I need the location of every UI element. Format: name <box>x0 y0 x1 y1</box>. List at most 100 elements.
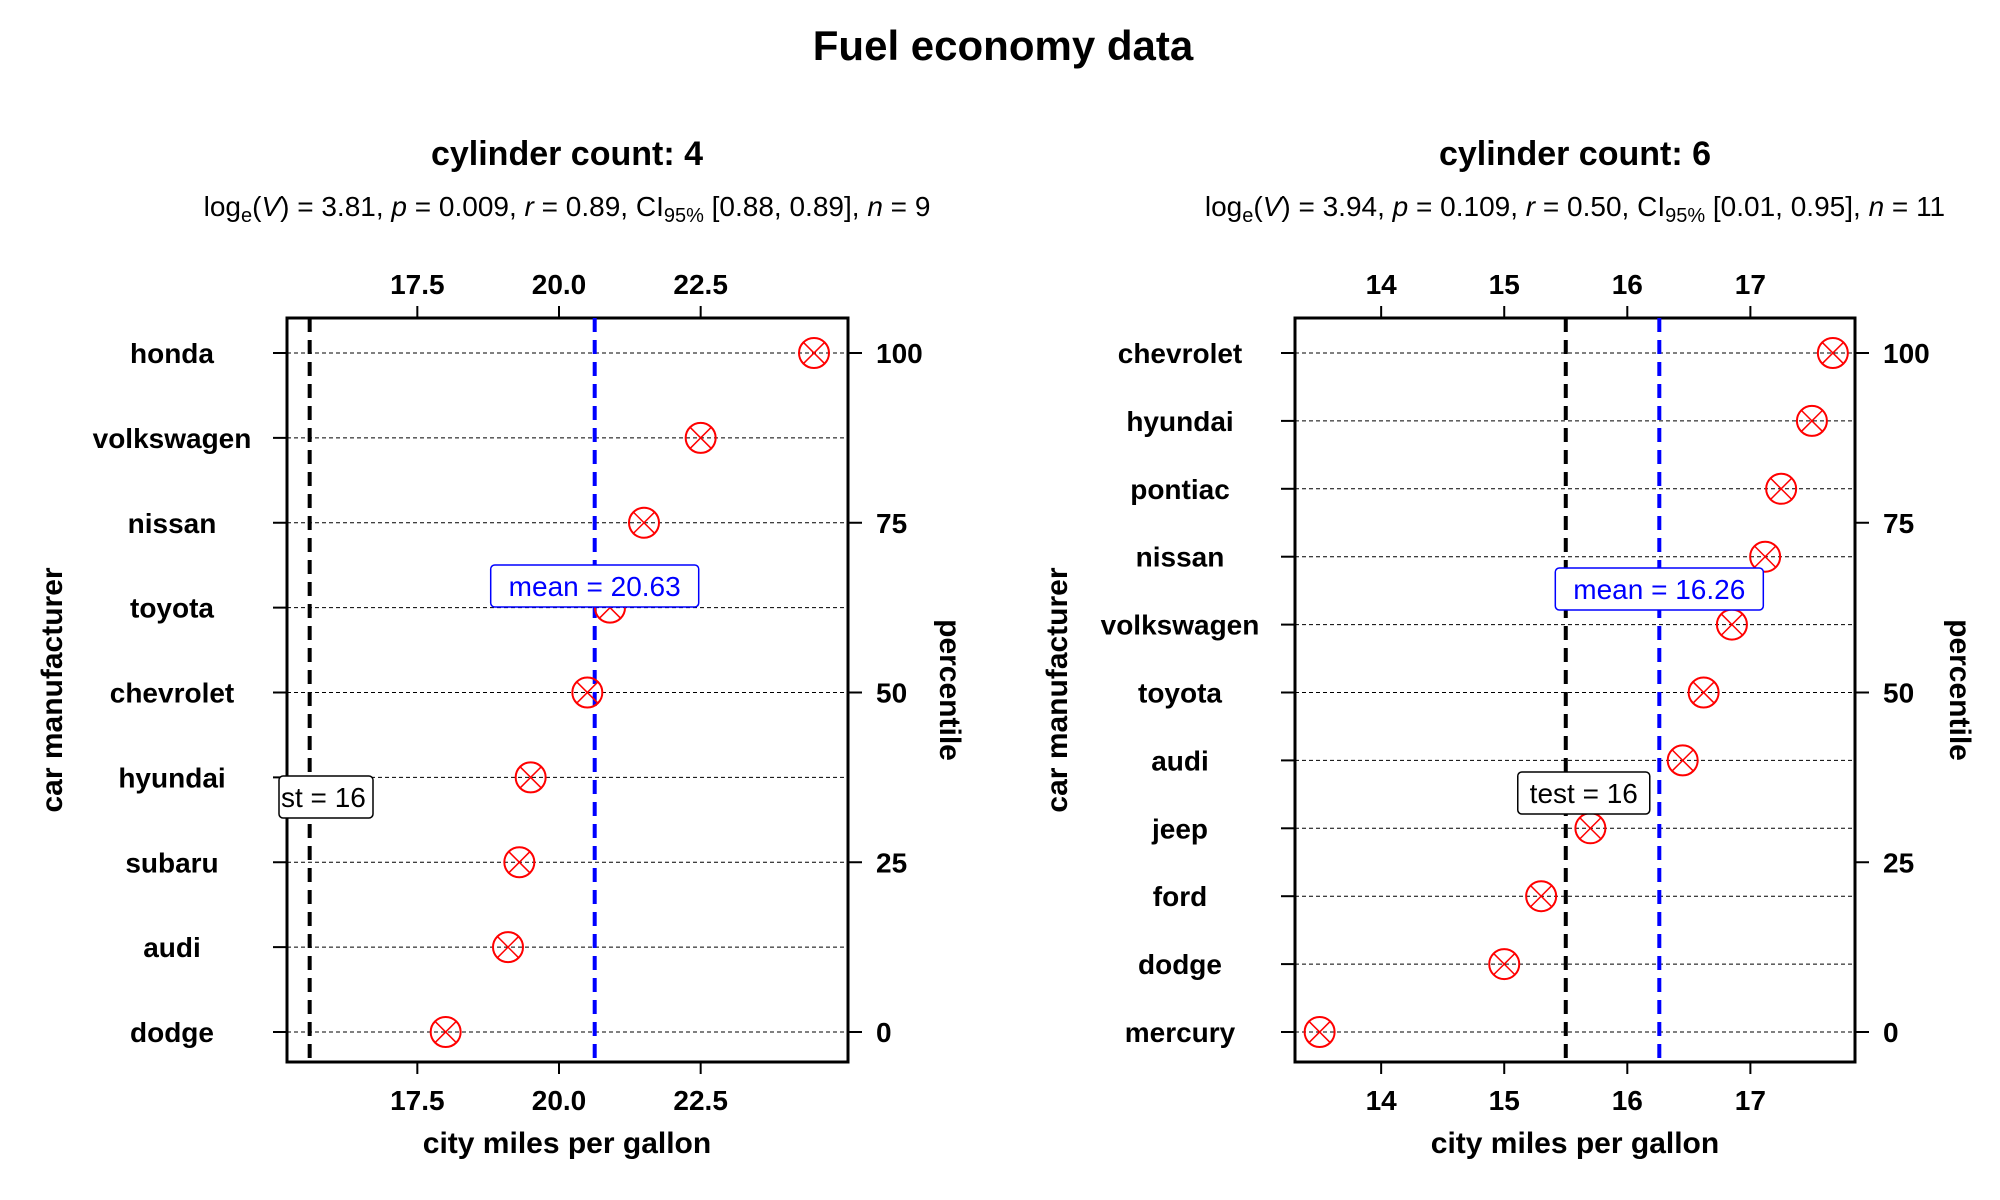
y-axis-label-right: percentile <box>1943 619 1976 761</box>
category-label: jeep <box>1151 813 1208 844</box>
data-point <box>1488 948 1521 981</box>
y-axis-label-right: percentile <box>933 619 966 761</box>
category-label: ford <box>1153 881 1207 912</box>
x-tick-label-top: 14 <box>1366 269 1398 300</box>
mean-label-box <box>489 564 700 608</box>
panel-title: cylinder count: 6 <box>1439 135 1711 173</box>
test-label-box <box>1517 771 1651 815</box>
percentile-tick-label: 100 <box>876 338 923 369</box>
x-axis-label: city miles per gallon <box>1431 1127 1719 1160</box>
category-label: mercury <box>1125 1017 1236 1048</box>
data-point <box>684 421 717 454</box>
data-point-cross <box>1692 681 1715 704</box>
data-point-cross <box>802 341 826 365</box>
percentile-tick-label: 75 <box>876 508 907 539</box>
x-tick-label-bottom: 16 <box>1612 1085 1643 1116</box>
category-label: dodge <box>1138 949 1222 980</box>
data-point-cross <box>508 850 531 874</box>
category-label: audi <box>143 932 201 963</box>
data-point-circle <box>684 421 717 454</box>
category-label: nissan <box>128 508 217 539</box>
category-label: toyota <box>1138 678 1222 709</box>
percentile-tick-label: 25 <box>876 847 907 878</box>
test-label: test = 16 <box>1530 778 1638 809</box>
x-tick-label-top: 20.0 <box>532 269 587 300</box>
data-point-cross <box>1769 477 1793 501</box>
data-point-cross <box>1529 884 1553 908</box>
x-tick-label-top: 16 <box>1612 269 1643 300</box>
data-point <box>1795 404 1828 437</box>
x-tick-label-bottom: 15 <box>1489 1085 1520 1116</box>
data-point <box>1303 1016 1336 1048</box>
category-label: chevrolet <box>110 678 235 709</box>
data-point <box>492 931 524 964</box>
category-label: hyundai <box>1126 406 1233 437</box>
data-point <box>1525 880 1558 913</box>
data-point-circle <box>1687 676 1720 709</box>
data-point <box>798 337 830 369</box>
data-point-cross <box>496 935 520 959</box>
data-point-circle <box>1749 540 1782 573</box>
data-point <box>1715 608 1748 641</box>
data-point-circle <box>1303 1016 1336 1048</box>
percentile-tick-label: 0 <box>876 1017 892 1048</box>
data-point-cross <box>434 1020 457 1044</box>
data-point-circle <box>1816 337 1849 369</box>
data-point-circle <box>628 506 660 539</box>
data-point-cross <box>519 766 542 789</box>
panel-subtitle: loge(V) = 3.81, p = 0.009, r = 0.89, CI9… <box>204 191 931 227</box>
category-label: hyundai <box>118 762 225 793</box>
data-point-cross <box>1753 545 1777 569</box>
data-point-cross <box>632 511 656 535</box>
percentile-tick-label: 50 <box>876 678 907 709</box>
panel-subtitle: loge(V) = 3.94, p = 0.109, r = 0.50, CI9… <box>1205 191 1945 227</box>
category-label: nissan <box>1136 542 1225 573</box>
data-point-cross <box>1492 952 1516 976</box>
plot-frame <box>1293 316 1857 1064</box>
x-tick-label-top: 22.5 <box>673 269 728 300</box>
category-label: honda <box>130 338 214 369</box>
mean-label: mean = 20.63 <box>509 571 681 602</box>
test-label-box <box>278 775 374 819</box>
y-axis-label: car manufacturer <box>1041 567 1074 812</box>
data-point-circle <box>1488 948 1521 981</box>
data-point-circle <box>1765 472 1798 505</box>
percentile-tick-label: 100 <box>1883 338 1930 369</box>
category-label: pontiac <box>1130 474 1230 505</box>
category-label: dodge <box>130 1017 214 1048</box>
category-label: subaru <box>125 847 218 878</box>
data-point <box>1666 744 1699 777</box>
data-point-cross <box>1720 613 1744 636</box>
data-point <box>1749 540 1782 573</box>
percentile-tick-label: 75 <box>1883 508 1914 539</box>
plot-frame <box>285 316 850 1064</box>
x-tick-label-bottom: 17 <box>1735 1085 1766 1116</box>
data-point <box>1765 472 1798 505</box>
figure-title: Fuel economy data <box>813 22 1194 69</box>
data-point <box>503 846 536 879</box>
data-point-circle <box>1525 880 1558 913</box>
mean-label: mean = 16.26 <box>1573 574 1745 605</box>
data-point-circle <box>503 846 536 879</box>
mean-label-box <box>1554 567 1765 611</box>
data-point <box>1816 337 1849 369</box>
data-point-circle <box>429 1016 462 1048</box>
data-point-cross <box>1308 1020 1331 1044</box>
data-point <box>429 1016 462 1048</box>
percentile-tick-label: 0 <box>1883 1017 1899 1048</box>
x-axis-label: city miles per gallon <box>423 1127 711 1160</box>
category-label: audi <box>1151 745 1209 776</box>
data-point-circle <box>1666 744 1699 777</box>
data-point-circle <box>514 761 547 794</box>
data-point-cross <box>1579 816 1602 840</box>
category-label: volkswagen <box>93 423 252 454</box>
data-point <box>1687 676 1720 709</box>
data-point-circle <box>492 931 524 964</box>
test-label: st = 16 <box>281 782 366 813</box>
percentile-tick-label: 50 <box>1883 678 1914 709</box>
data-point-circle <box>1795 404 1828 437</box>
data-point-cross <box>1671 749 1695 772</box>
panel-1: cylinder count: 4 loge(V) = 3.81, p = 0.0… <box>36 135 966 1160</box>
data-point-circle <box>571 676 604 709</box>
